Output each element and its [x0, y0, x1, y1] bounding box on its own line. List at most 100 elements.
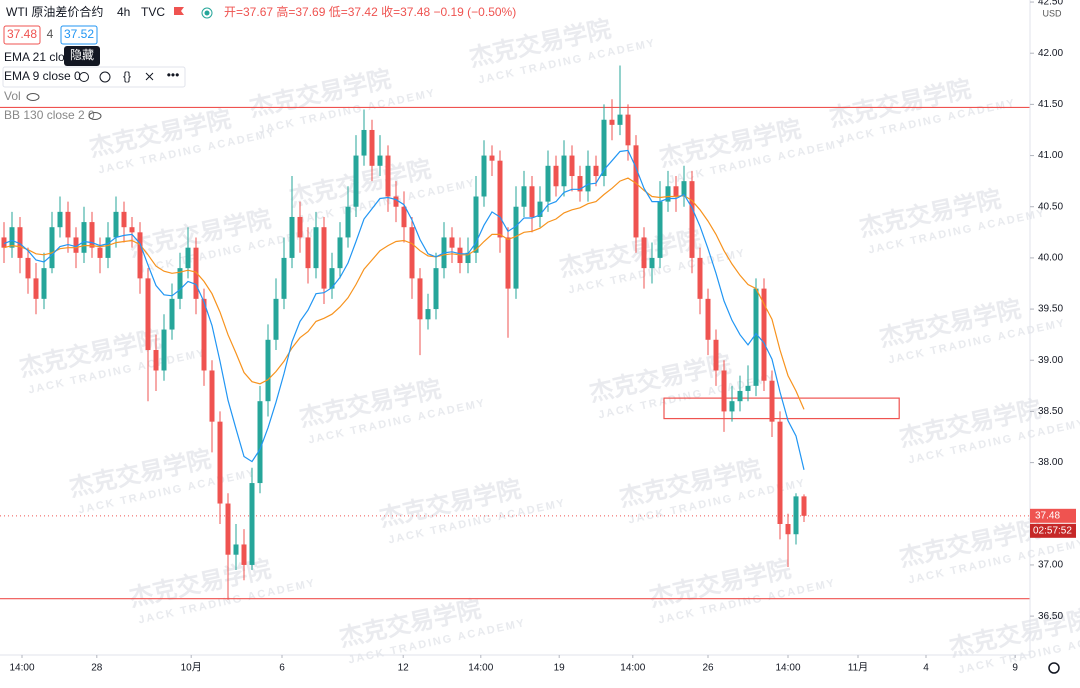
more-icon[interactable]: ••• — [167, 68, 180, 82]
flag-icon[interactable] — [174, 7, 184, 15]
sell-button[interactable] — [3, 25, 41, 45]
x-tick-label: 14:00 — [620, 663, 645, 674]
eye-icon[interactable] — [79, 72, 89, 82]
candle-body — [305, 237, 311, 269]
candle-body — [177, 268, 183, 299]
y-tick-label: 40.50 — [1038, 201, 1063, 212]
candle-body — [225, 503, 231, 555]
x-tick-label: 26 — [702, 663, 714, 674]
candle-body — [761, 288, 767, 381]
candle-body — [433, 268, 439, 310]
buy-price[interactable]: 37.52 — [64, 27, 94, 41]
candle-body — [449, 237, 455, 248]
candle-body — [705, 298, 711, 340]
candle-body — [393, 196, 399, 207]
candle-body — [633, 145, 639, 238]
candle-body — [233, 544, 239, 555]
candle-body — [137, 232, 143, 279]
candle-body — [33, 278, 39, 299]
candle-body — [241, 544, 247, 565]
plot — [0, 65, 1030, 600]
candle-body — [185, 247, 191, 269]
candle-body — [281, 257, 287, 299]
source-icon[interactable]: {} — [123, 69, 131, 83]
candle-body — [289, 216, 295, 258]
candle-body — [585, 165, 591, 192]
buy-button[interactable] — [60, 25, 98, 45]
candle-body — [417, 278, 423, 320]
x-tick-label: 28 — [91, 663, 103, 674]
candle-body — [97, 247, 103, 258]
candle-body — [681, 181, 687, 197]
candle-body — [313, 227, 319, 269]
y-tick-label: 41.50 — [1038, 99, 1063, 110]
candle-body — [601, 119, 607, 177]
candle-body — [249, 483, 255, 565]
source: TVC — [141, 5, 165, 19]
interval: 4h — [117, 5, 130, 19]
candle-body — [409, 227, 415, 279]
candle-body — [609, 119, 615, 125]
indicator[interactable]: Vol — [4, 89, 21, 103]
candle-body — [345, 206, 351, 238]
candle-body — [649, 257, 655, 269]
candle-body — [521, 186, 527, 207]
candle-body — [617, 114, 623, 125]
candle-body — [593, 165, 599, 177]
y-tick-label: 40.00 — [1038, 253, 1063, 264]
x-tick-label: 9 — [1012, 663, 1018, 674]
candle-body — [25, 257, 31, 279]
indicator[interactable]: EMA 21 close — [4, 50, 78, 64]
remove-icon[interactable] — [145, 72, 154, 81]
candle-body — [153, 350, 159, 371]
candle-body — [745, 385, 751, 391]
candle-body — [505, 237, 511, 289]
candle-body — [689, 181, 695, 258]
hidden-icon[interactable] — [88, 112, 102, 120]
candle-body — [561, 155, 567, 187]
zone-box — [663, 397, 900, 420]
candle-body — [121, 211, 127, 228]
candle-body — [113, 211, 119, 238]
settings-icon[interactable] — [99, 71, 111, 83]
candle-body — [89, 222, 95, 248]
candle-body — [377, 155, 383, 166]
candle-body — [273, 298, 279, 340]
y-tick-label: 42.00 — [1038, 48, 1063, 59]
candle-body — [209, 370, 215, 422]
candle-body — [217, 421, 223, 504]
tooltip-text: 隐藏 — [70, 48, 94, 62]
header: WTI 原油差价合约 4h TVC 开=37.67 高=37.69 低=37.4… — [2, 4, 516, 122]
candle-body — [785, 524, 791, 535]
x-tick-label: 19 — [554, 663, 566, 674]
last-price-tag — [1030, 508, 1076, 523]
hidden-icon[interactable] — [26, 93, 40, 101]
x-tick-label: 4 — [923, 663, 929, 674]
indicator[interactable]: BB 130 close 2 0 — [4, 108, 95, 122]
candle-body — [73, 237, 79, 253]
candle-body — [713, 339, 719, 371]
candle-body — [129, 227, 135, 233]
candle-body — [513, 206, 519, 289]
y-tick-label: 38.50 — [1038, 406, 1063, 417]
indicator[interactable]: EMA 9 close 0 — [4, 69, 81, 83]
x-tick-label: 6 — [279, 663, 285, 674]
candle-body — [529, 186, 535, 217]
sell-price[interactable]: 37.48 — [7, 27, 37, 41]
candle-body — [169, 298, 175, 330]
candle-body — [329, 268, 335, 289]
candle-body — [673, 186, 679, 197]
settings-gear[interactable] — [1048, 662, 1060, 674]
ohlc: 开=37.67 高=37.69 低=37.42 收=37.48 −0.19 (−… — [224, 4, 516, 19]
